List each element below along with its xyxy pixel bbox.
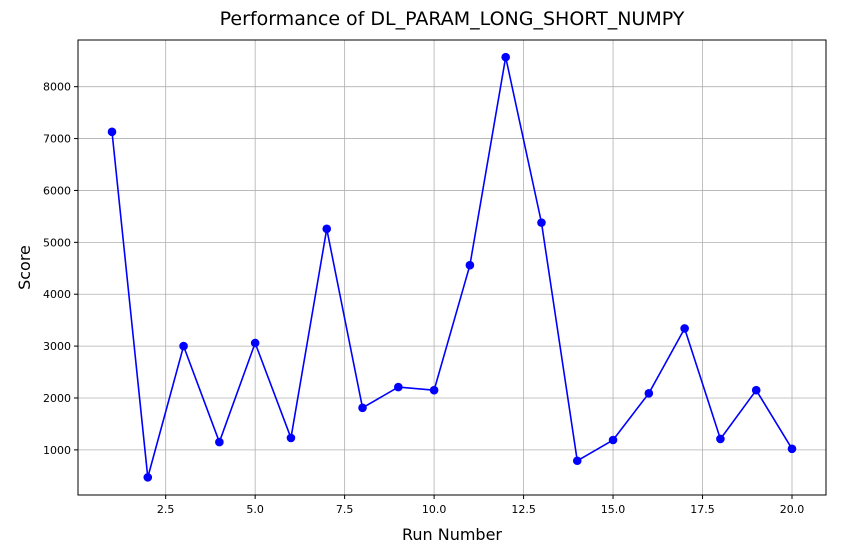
- y-tick-label: 8000: [43, 81, 71, 94]
- series-line: [111, 56, 793, 479]
- y-axis-title: Score: [15, 245, 34, 290]
- x-tick-label: 12.5: [511, 503, 536, 516]
- data-point: [143, 473, 153, 482]
- data-point: [215, 437, 224, 447]
- data-point: [322, 224, 332, 234]
- x-tick-label: 5.0: [246, 503, 264, 516]
- data-point: [644, 389, 654, 398]
- x-axis-ticks: 2.5 5.0 7.5 10.0 12.5 15.0 17.5 20.0: [157, 495, 804, 516]
- data-point: [107, 127, 117, 137]
- data-point: [608, 435, 618, 445]
- data-point: [358, 403, 367, 413]
- y-tick-label: 2000: [43, 392, 71, 405]
- y-tick-label: 7000: [43, 133, 71, 146]
- data-point: [787, 444, 797, 454]
- y-tick-label: 5000: [43, 236, 71, 249]
- data-point: [680, 324, 689, 333]
- data-series: [107, 52, 797, 482]
- data-point: [286, 433, 296, 443]
- y-tick-label: 6000: [43, 184, 71, 197]
- y-axis-ticks: 1000 2000 3000 4000 5000 6000 7000 8000: [43, 81, 78, 457]
- x-tick-label: 20.0: [780, 503, 805, 516]
- x-tick-label: 17.5: [690, 503, 715, 516]
- x-tick-label: 7.5: [336, 503, 354, 516]
- y-tick-label: 1000: [43, 444, 71, 457]
- plot-area-frame: [77, 39, 827, 496]
- x-axis-title: Run Number: [402, 525, 502, 544]
- y-tick-label: 3000: [43, 340, 71, 353]
- data-point: [394, 382, 403, 392]
- data-point: [572, 456, 582, 466]
- data-point: [429, 385, 439, 395]
- x-tick-label: 15.0: [601, 503, 626, 516]
- data-point: [179, 341, 188, 351]
- x-tick-label: 2.5: [157, 503, 175, 516]
- data-point: [537, 218, 546, 227]
- data-point: [501, 52, 510, 62]
- gridlines: [78, 40, 826, 495]
- y-tick-label: 4000: [43, 288, 71, 301]
- x-tick-label: 10.0: [422, 503, 447, 516]
- chart-title: Performance of DL_PARAM_LONG_SHORT_NUMPY: [220, 8, 685, 30]
- data-point: [751, 385, 761, 395]
- data-point: [465, 260, 475, 270]
- data-point: [716, 434, 725, 444]
- data-point: [250, 338, 260, 348]
